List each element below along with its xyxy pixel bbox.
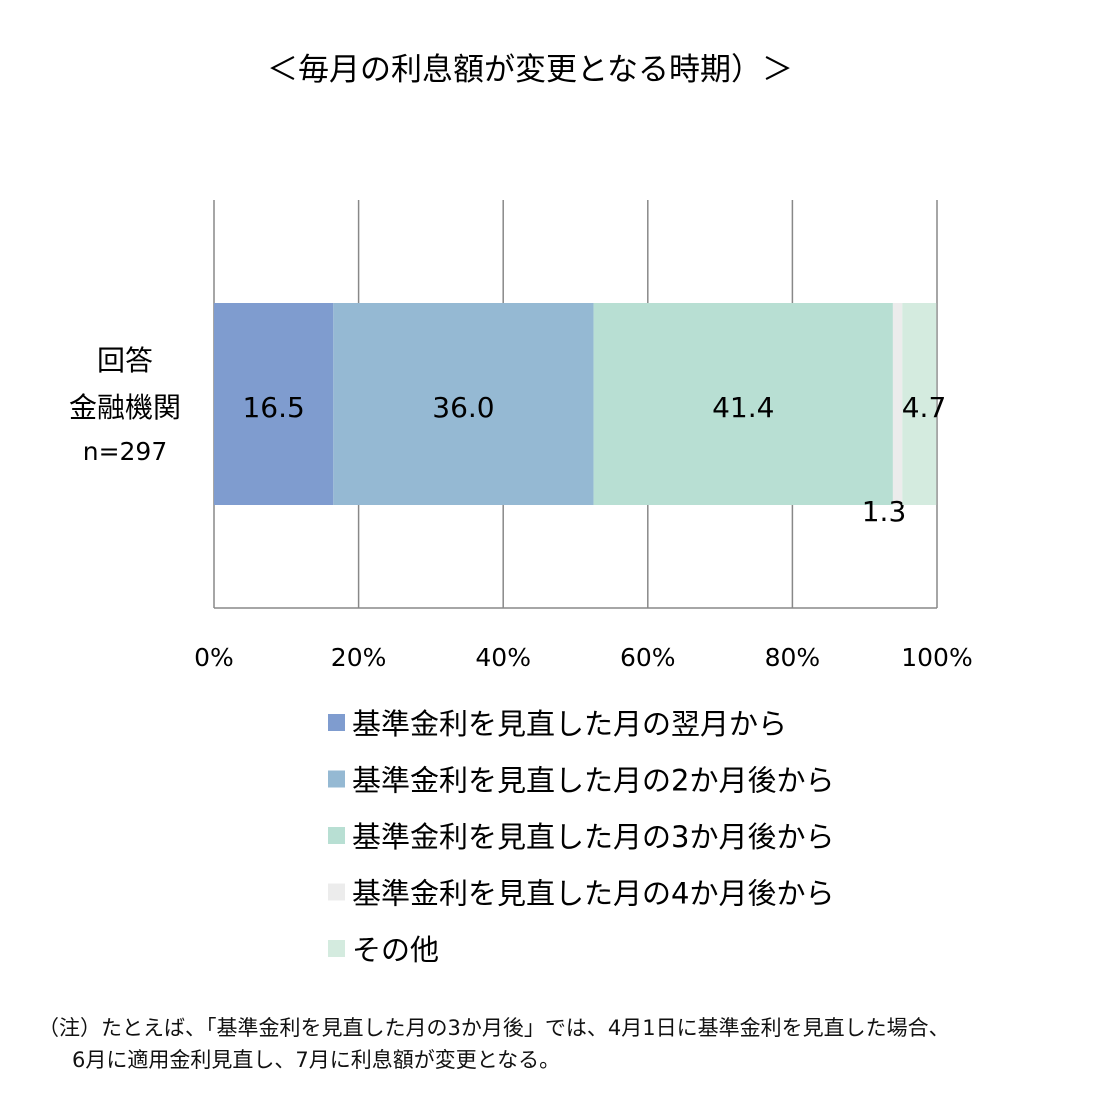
legend-swatch — [328, 714, 345, 731]
x-tick-label: 0% — [194, 643, 234, 672]
data-label: 41.4 — [712, 391, 774, 424]
bar-segment — [214, 303, 334, 505]
bar-segment — [333, 303, 594, 505]
x-tick-label: 60% — [620, 643, 676, 672]
data-label: 1.3 — [862, 495, 907, 528]
data-label: 36.0 — [432, 391, 494, 424]
bar-segment — [902, 303, 937, 505]
footnote-line-1: （注）たとえば、「基準金利を見直した月の3か月後」では、4月1日に基準金利を見直… — [38, 1016, 950, 1040]
data-label: 4.7 — [902, 391, 947, 424]
x-tick-label: 80% — [765, 643, 821, 672]
bar-segment — [593, 303, 893, 505]
bar-segment — [892, 303, 903, 505]
x-tick-label: 20% — [331, 643, 387, 672]
legend-label: 基準金利を見直した月の3か月後から — [352, 820, 834, 854]
legend-label: 基準金利を見直した月の2か月後から — [352, 764, 834, 798]
legend-swatch — [328, 940, 345, 957]
legend-label: その他 — [352, 933, 439, 967]
category-label: 金融機関 — [69, 391, 181, 424]
legend-swatch — [328, 827, 345, 844]
legend-label: 基準金利を見直した月の翌月から — [352, 707, 787, 741]
footnote-line-2: 6月に適用金利見直し、7月に利息額が変更となる。 — [72, 1048, 561, 1072]
legend-swatch — [328, 770, 345, 788]
category-label: 回答 — [97, 344, 153, 377]
x-tick-label: 40% — [475, 643, 531, 672]
legend-label: 基準金利を見直した月の4か月後から — [352, 877, 834, 911]
x-tick-label: 100% — [901, 643, 972, 672]
data-label: 16.5 — [242, 391, 304, 424]
chart-title: ＜毎月の利息額が変更となる時期）＞ — [267, 52, 793, 88]
category-label: n=297 — [83, 437, 168, 466]
stacked-bar-chart: ＜毎月の利息額が変更となる時期）＞ 16.5 36.0 41.4 1.3 4.7 0% 2… — [69, 52, 973, 967]
legend-swatch — [328, 883, 345, 901]
